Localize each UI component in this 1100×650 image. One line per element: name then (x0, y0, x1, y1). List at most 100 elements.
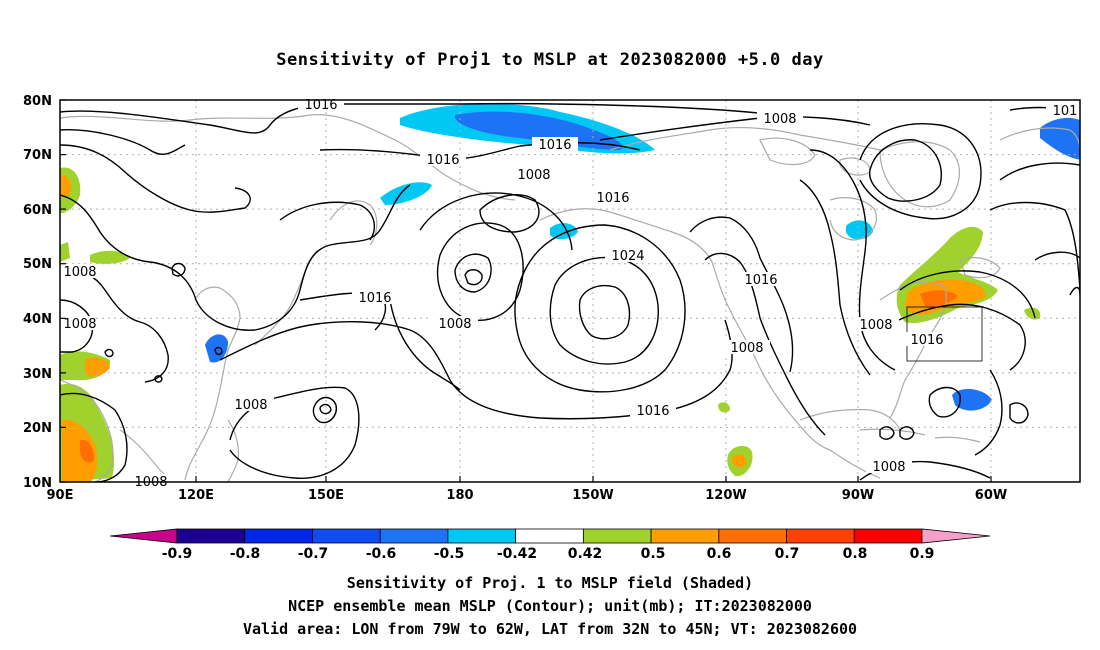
lon-label: 180 (446, 488, 473, 503)
contour-greenland-high (868, 139, 942, 202)
coast-central-america (829, 449, 881, 479)
contour-1020-high (514, 224, 686, 393)
contour-small-asia (104, 262, 186, 383)
lon-label: 150E (308, 488, 344, 503)
lon-label: 60W (975, 488, 1007, 503)
contour-label: 1016 (304, 98, 337, 113)
contour-low-bering-2 (464, 269, 483, 286)
contour-label: 1024 (611, 249, 644, 264)
sens-blue-atlantic (952, 388, 992, 411)
colorbar-label: -0.9 (162, 546, 193, 562)
colorbar-label: -0.6 (366, 546, 397, 562)
mslp-contours (60, 102, 1080, 482)
tick-marks (60, 99, 992, 483)
coast-india (60, 379, 114, 482)
colorbar-label: 0.9 (910, 546, 935, 562)
contour-far-east-1016 (1034, 251, 1080, 296)
sens-green-small-mexico (718, 402, 730, 413)
sens-orange-india-north (85, 357, 110, 377)
colorbar-under-triangle (109, 528, 178, 544)
contour-south-india (60, 392, 128, 482)
lat-label: 70N (23, 148, 52, 163)
contour-arctic-1016-b (60, 129, 641, 160)
contour-label: 101 (1053, 104, 1078, 119)
contour-low-bering-1 (454, 253, 492, 293)
contour-atlantic-low (899, 270, 1036, 319)
lon-label: 150W (572, 488, 613, 503)
lat-label: 60N (23, 203, 52, 218)
sens-green-tip (60, 242, 70, 262)
contour-small-gulf (879, 426, 915, 440)
contour-label: 1008 (859, 318, 892, 333)
contour-label: 1008 (730, 341, 763, 356)
colorbar-box (515, 528, 584, 544)
contour-label: 1016 (910, 333, 943, 348)
colorbar-over-triangle (921, 528, 991, 544)
colorbar-box (379, 528, 449, 544)
contour-siberia-2 (60, 184, 411, 331)
plot-frame (59, 99, 1081, 483)
sens-orange-mexico (732, 454, 747, 468)
lon-label: 90W (842, 488, 874, 503)
coast-canada-islands (759, 137, 871, 176)
colorbar-label: -0.42 (497, 546, 537, 562)
coast-newfoundland (959, 257, 1001, 279)
colorbar-box (853, 528, 923, 544)
caption-line-2: NCEP ensemble mean MSLP (Contour); unit(… (288, 597, 812, 615)
colorbar: -0.9 -0.8 -0.7 -0.6 -0.5 -0.42 0.42 0.5 … (109, 528, 991, 562)
contour-low-bering-4 (419, 192, 573, 251)
contour-label: 1016 (358, 291, 391, 306)
colorbar-box (244, 528, 313, 544)
colorbar-label: 0.8 (843, 546, 868, 562)
contour-label: 1008 (517, 168, 550, 183)
contour-1024-high (549, 256, 659, 365)
coast-hudson (829, 197, 877, 241)
lon-labels: 90E 120E 150E 180 150W 120W 90W 60W (47, 488, 1008, 503)
contour-na-east-1008 (809, 149, 896, 371)
colorbar-labels: -0.9 -0.8 -0.7 -0.6 -0.5 -0.42 0.42 0.5 … (162, 546, 935, 562)
contour-na-mid (799, 179, 871, 376)
colorbar-label: -0.8 (230, 546, 261, 562)
contour-label: 1008 (763, 112, 796, 127)
contour-na-west-1016 (689, 216, 794, 373)
sens-blue-east-siberia (380, 182, 432, 205)
sens-orange-west-asia (60, 174, 71, 198)
colorbar-box (447, 528, 517, 544)
contour-arctic-1016-a (60, 102, 801, 134)
sens-darkblue-arctic (455, 111, 623, 150)
sens-green-atlantic-small (1024, 307, 1041, 320)
contour-label: 1008 (438, 317, 471, 332)
coast-gulf (799, 408, 901, 431)
sens-red-india (80, 439, 95, 463)
sens-green-mongolia (90, 250, 130, 264)
contour-label: 1008 (63, 265, 96, 280)
contour-low-bering-3 (436, 222, 524, 321)
lon-label: 120E (178, 488, 214, 503)
contour-greenland-outer (859, 123, 982, 220)
colorbar-label: -0.5 (434, 546, 465, 562)
lat-label: 10N (23, 476, 52, 491)
coast-kamchatka (329, 200, 378, 246)
lat-label: 20N (23, 421, 52, 436)
colorbar-box (582, 528, 652, 544)
lon-label: 120W (705, 488, 746, 503)
sens-blue-hudson (846, 220, 873, 240)
colorbar-box (650, 528, 720, 544)
sens-blue-greenland (1040, 117, 1080, 160)
colorbar-box (176, 528, 246, 544)
caption-line-3: Valid area: LON from 79W to 62W, LAT fro… (242, 620, 858, 638)
colorbar-label: 0.5 (641, 546, 666, 562)
sens-blue-bering (550, 223, 578, 240)
contour-label: 1008 (872, 460, 905, 475)
contour-label: 1016 (744, 273, 777, 288)
contour-pacific-mid (389, 299, 461, 391)
contour-atlantic-east (989, 201, 1080, 291)
colorbar-label: -0.7 (298, 546, 329, 562)
shading-layer (60, 103, 1080, 482)
lat-label: 80N (23, 94, 52, 109)
contour-1028-high (578, 284, 631, 340)
colorbar-label: 0.42 (568, 546, 603, 562)
colorbar-box (786, 528, 855, 544)
coast-north-america-arctic (609, 126, 881, 151)
